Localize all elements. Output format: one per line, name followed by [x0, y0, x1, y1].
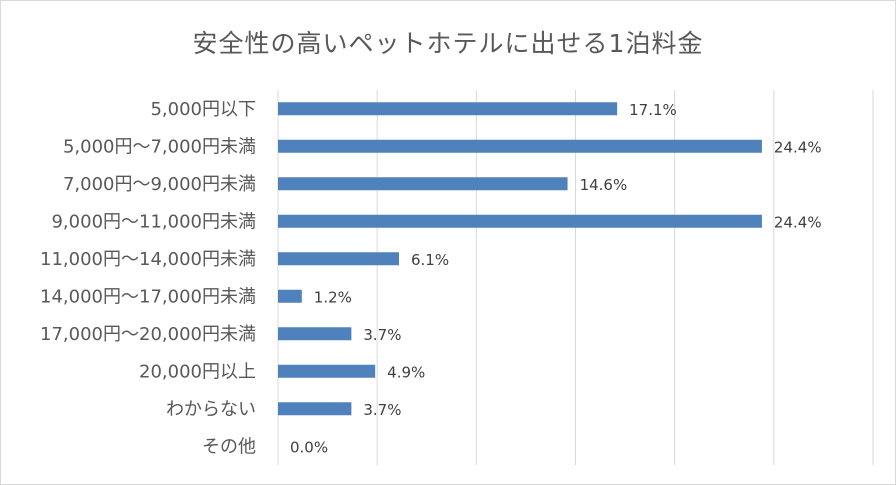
- bar: [278, 177, 568, 191]
- data-label: 6.1%: [411, 251, 449, 269]
- bar: [278, 364, 376, 378]
- category-label: 9,000円～11,000円未満: [51, 211, 256, 232]
- category-label: 14,000円～17,000円未満: [40, 286, 256, 307]
- bar: [278, 139, 762, 153]
- data-label: 3.7%: [363, 326, 401, 344]
- category-label: その他: [202, 436, 256, 457]
- bar: [278, 214, 762, 228]
- category-label: 17,000円～20,000円未満: [40, 324, 256, 345]
- bar: [278, 327, 352, 341]
- data-label: 1.2%: [314, 288, 352, 306]
- data-label: 14.6%: [580, 176, 628, 194]
- category-label: 5,000円以下: [150, 99, 256, 120]
- data-label: 17.1%: [629, 101, 677, 119]
- data-label: 3.7%: [363, 401, 401, 419]
- category-label: 20,000円以上: [139, 361, 256, 382]
- category-label: 7,000円～9,000円未満: [63, 174, 256, 195]
- data-label: 0.0%: [290, 438, 328, 456]
- data-label: 4.9%: [387, 363, 425, 381]
- bar: [278, 289, 302, 303]
- chart-title: 安全性の高いペットホテルに出せる1泊料金: [192, 29, 704, 58]
- category-label: わからない: [166, 399, 256, 420]
- bar: [278, 102, 618, 116]
- category-label: 11,000円～14,000円未満: [40, 249, 256, 270]
- data-label: 24.4%: [774, 138, 822, 156]
- category-label: 5,000円～7,000円未満: [63, 136, 256, 157]
- bar: [278, 252, 399, 266]
- bar: [278, 402, 352, 416]
- data-label: 24.4%: [774, 213, 822, 231]
